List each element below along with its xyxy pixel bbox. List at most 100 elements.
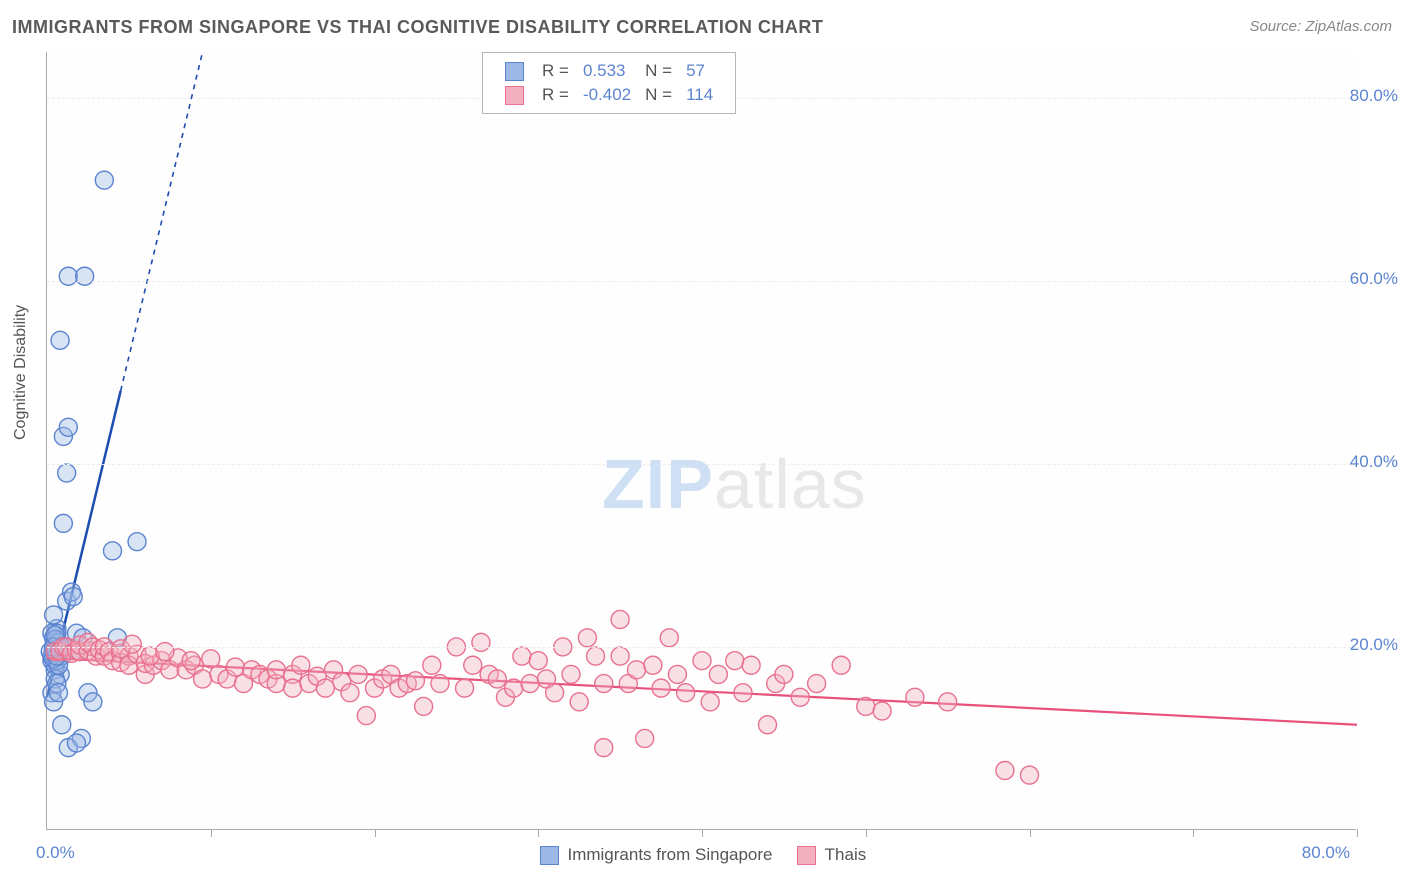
- data-point-singapore: [128, 533, 146, 551]
- data-point-thais: [578, 629, 596, 647]
- data-point-singapore: [53, 716, 71, 734]
- data-point-thais: [156, 643, 174, 661]
- r-value-thais: -0.402: [577, 84, 637, 106]
- y-axis-title: Cognitive Disability: [12, 305, 30, 440]
- data-point-thais: [709, 665, 727, 683]
- data-point-thais: [873, 702, 891, 720]
- data-point-thais: [423, 656, 441, 674]
- data-point-singapore: [59, 267, 77, 285]
- plot-svg: [47, 52, 1356, 829]
- chart-title: IMMIGRANTS FROM SINGAPORE VS THAI COGNIT…: [12, 17, 823, 38]
- plot-area: ZIPatlas R = 0.533 N = 57 R = -0.402 N =…: [46, 52, 1356, 830]
- r-label: R =: [536, 60, 575, 82]
- n-value-thais: 114: [680, 84, 719, 106]
- data-point-thais: [668, 665, 686, 683]
- data-point-thais: [1021, 766, 1039, 784]
- legend-stats-box: R = 0.533 N = 57 R = -0.402 N = 114: [482, 52, 736, 114]
- data-point-thais: [857, 697, 875, 715]
- gridline: [47, 281, 1356, 282]
- data-point-thais: [644, 656, 662, 674]
- n-value-singapore: 57: [680, 60, 719, 82]
- data-point-singapore: [58, 464, 76, 482]
- data-point-thais: [505, 679, 523, 697]
- x-tick: [211, 829, 212, 837]
- data-point-thais: [906, 688, 924, 706]
- data-point-singapore: [51, 331, 69, 349]
- data-point-thais: [226, 658, 244, 676]
- data-point-thais: [832, 656, 850, 674]
- data-point-thais: [194, 670, 212, 688]
- x-tick: [1357, 829, 1358, 837]
- data-point-thais: [546, 684, 564, 702]
- gridline: [47, 647, 1356, 648]
- y-tick-label: 40.0%: [1350, 452, 1398, 472]
- data-point-thais: [701, 693, 719, 711]
- data-point-thais: [611, 610, 629, 628]
- data-point-singapore: [84, 693, 102, 711]
- data-point-thais: [529, 652, 547, 670]
- data-point-singapore: [54, 514, 72, 532]
- x-tick: [866, 829, 867, 837]
- y-axis-labels: 20.0% 40.0% 60.0% 80.0%: [1336, 50, 1406, 830]
- data-point-singapore: [64, 588, 82, 606]
- data-point-thais: [456, 679, 474, 697]
- legend-label-singapore: Immigrants from Singapore: [567, 845, 772, 864]
- data-point-singapore: [49, 684, 67, 702]
- legend-stats-table: R = 0.533 N = 57 R = -0.402 N = 114: [497, 58, 721, 108]
- y-tick-label: 20.0%: [1350, 635, 1398, 655]
- data-point-thais: [660, 629, 678, 647]
- data-point-singapore: [104, 542, 122, 560]
- trend-line-dashed-singapore: [121, 52, 203, 391]
- r-label: R =: [536, 84, 575, 106]
- x-tick: [1030, 829, 1031, 837]
- data-point-thais: [595, 675, 613, 693]
- data-point-thais: [652, 679, 670, 697]
- data-point-singapore: [59, 418, 77, 436]
- data-point-thais: [677, 684, 695, 702]
- data-point-thais: [742, 656, 760, 674]
- data-point-singapore: [76, 267, 94, 285]
- data-point-thais: [791, 688, 809, 706]
- swatch-thais: [505, 86, 524, 105]
- data-point-thais: [726, 652, 744, 670]
- data-point-thais: [562, 665, 580, 683]
- data-point-thais: [267, 661, 285, 679]
- x-tick: [375, 829, 376, 837]
- data-point-singapore: [67, 734, 85, 752]
- data-point-thais: [595, 739, 613, 757]
- data-point-thais: [431, 675, 449, 693]
- chart-root: IMMIGRANTS FROM SINGAPORE VS THAI COGNIT…: [0, 0, 1406, 892]
- legend-item-thais: Thais: [797, 845, 866, 865]
- data-point-thais: [521, 675, 539, 693]
- data-point-thais: [693, 652, 711, 670]
- source-credit: Source: ZipAtlas.com: [1249, 18, 1392, 35]
- swatch-singapore: [505, 62, 524, 81]
- data-point-thais: [349, 665, 367, 683]
- legend-bottom: Immigrants from Singapore Thais: [0, 844, 1406, 865]
- data-point-thais: [182, 652, 200, 670]
- y-tick-label: 60.0%: [1350, 269, 1398, 289]
- gridline: [47, 464, 1356, 465]
- data-point-thais: [357, 707, 375, 725]
- data-point-thais: [808, 675, 826, 693]
- data-point-thais: [939, 693, 957, 711]
- data-point-thais: [611, 647, 629, 665]
- data-point-thais: [464, 656, 482, 674]
- data-point-thais: [488, 670, 506, 688]
- x-tick: [538, 829, 539, 837]
- y-tick-label: 80.0%: [1350, 86, 1398, 106]
- data-point-thais: [123, 635, 141, 653]
- data-point-thais: [316, 679, 334, 697]
- legend-row-singapore: R = 0.533 N = 57: [499, 60, 719, 82]
- data-point-thais: [636, 729, 654, 747]
- r-value-singapore: 0.533: [577, 60, 637, 82]
- legend-row-thais: R = -0.402 N = 114: [499, 84, 719, 106]
- data-point-thais: [284, 679, 302, 697]
- data-point-thais: [341, 684, 359, 702]
- n-label: N =: [639, 84, 678, 106]
- data-point-singapore: [95, 171, 113, 189]
- data-point-thais: [513, 647, 531, 665]
- x-tick: [702, 829, 703, 837]
- legend-item-singapore: Immigrants from Singapore: [540, 845, 773, 865]
- data-point-thais: [415, 697, 433, 715]
